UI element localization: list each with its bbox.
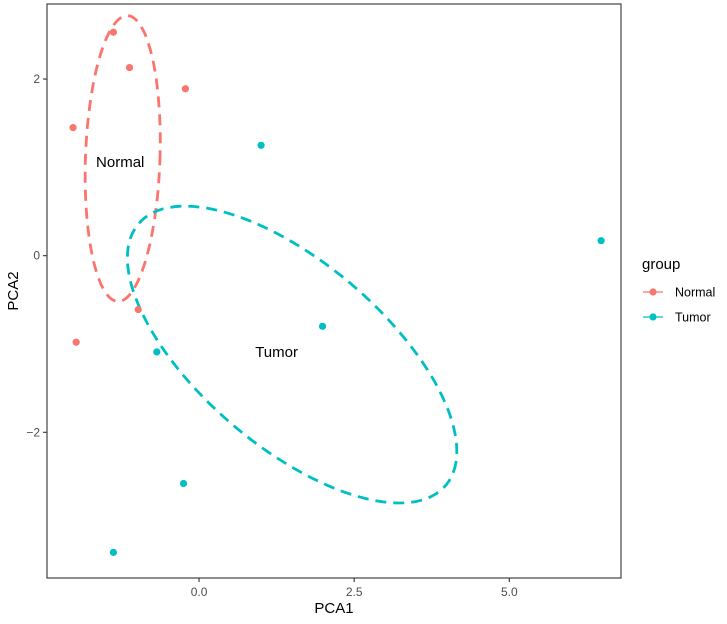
point-normal-2 <box>125 63 134 72</box>
legend-label-tumor: Tumor <box>675 311 711 325</box>
point-tumor-2 <box>597 237 605 245</box>
legend-key-normal <box>649 288 657 296</box>
x-tick-label: 0.0 <box>191 585 208 599</box>
x-tick-label: 5.0 <box>501 585 518 599</box>
point-normal-5 <box>134 305 142 314</box>
ellipse-tumor <box>125 204 459 505</box>
ellipse-layer <box>83 14 459 505</box>
panel-border <box>46 3 622 579</box>
annotation-layer: Normal Tumor <box>96 154 298 361</box>
point-tumor-1 <box>257 141 265 149</box>
y-axis: 2 0 −2 <box>26 72 47 439</box>
annotation-tumor: Tumor <box>255 344 298 361</box>
y-tick-label: 2 <box>33 72 40 86</box>
y-tick-label: 0 <box>33 249 40 263</box>
legend-key-tumor <box>649 313 657 321</box>
x-axis-title: PCA1 <box>314 600 353 617</box>
legend-title: group <box>642 256 680 273</box>
y-axis-title: PCA2 <box>5 271 22 310</box>
point-tumor-6 <box>109 548 117 556</box>
annotation-normal: Normal <box>96 154 144 171</box>
point-tumor-4 <box>153 348 161 356</box>
point-normal-3 <box>181 85 189 93</box>
x-axis: 0.0 2.5 5.0 <box>191 578 518 599</box>
point-tumor-3 <box>318 322 327 330</box>
point-normal-4 <box>69 124 77 132</box>
points-layer <box>69 28 605 556</box>
point-tumor-5 <box>179 479 188 488</box>
ellipse-normal <box>83 14 162 303</box>
point-normal-1 <box>109 28 117 36</box>
x-tick-label: 2.5 <box>346 585 363 599</box>
legend-label-normal: Normal <box>675 286 715 300</box>
legend: group Normal Tumor <box>642 256 715 325</box>
y-tick-label: −2 <box>26 425 40 439</box>
point-normal-6 <box>72 338 80 346</box>
